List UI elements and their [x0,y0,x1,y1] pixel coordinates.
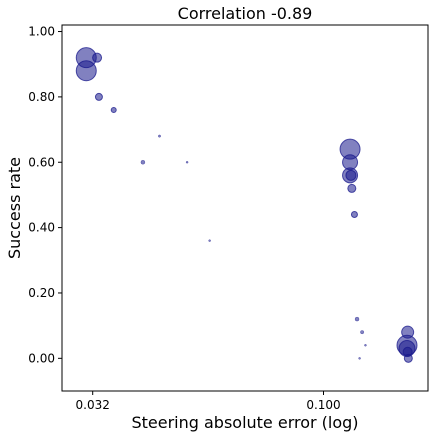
x-tick-label: 0.032 [76,398,110,412]
scatter-point [358,357,361,360]
x-tick-label: 0.100 [306,398,340,412]
scatter-point [158,134,161,138]
scatter-point [110,106,117,113]
scatter-point [208,239,211,242]
scatter-point [347,183,357,193]
y-tick-label: 1.00 [28,25,55,39]
scatter-point [354,316,360,322]
scatter-point [350,211,358,219]
axis-ticks: 0.00 0.20 0.40 0.60 0.80 1.00 0.032 0.100 [28,25,340,412]
plot-frame [61,24,429,392]
scatter-point [360,330,365,335]
y-axis-label: Success rate [5,157,24,259]
y-tick-label: 0.40 [28,221,55,235]
scatter-point [140,160,146,165]
scatter-point [364,344,367,347]
data-points [75,47,418,363]
x-axis-label: Steering absolute error (log) [131,413,358,432]
chart-title: Correlation -0.89 [178,4,313,23]
y-tick-label: 0.60 [28,155,55,169]
scatter-point [92,52,103,63]
scatter-point [75,60,97,82]
scatter-point [185,161,189,164]
y-tick-label: 0.00 [28,351,55,365]
scatter-point [345,169,357,181]
scatter-point [94,92,103,101]
y-tick-label: 0.80 [28,90,55,104]
scatter-point [401,325,415,339]
y-tick-label: 0.20 [28,286,55,300]
scatter-point [403,353,413,363]
